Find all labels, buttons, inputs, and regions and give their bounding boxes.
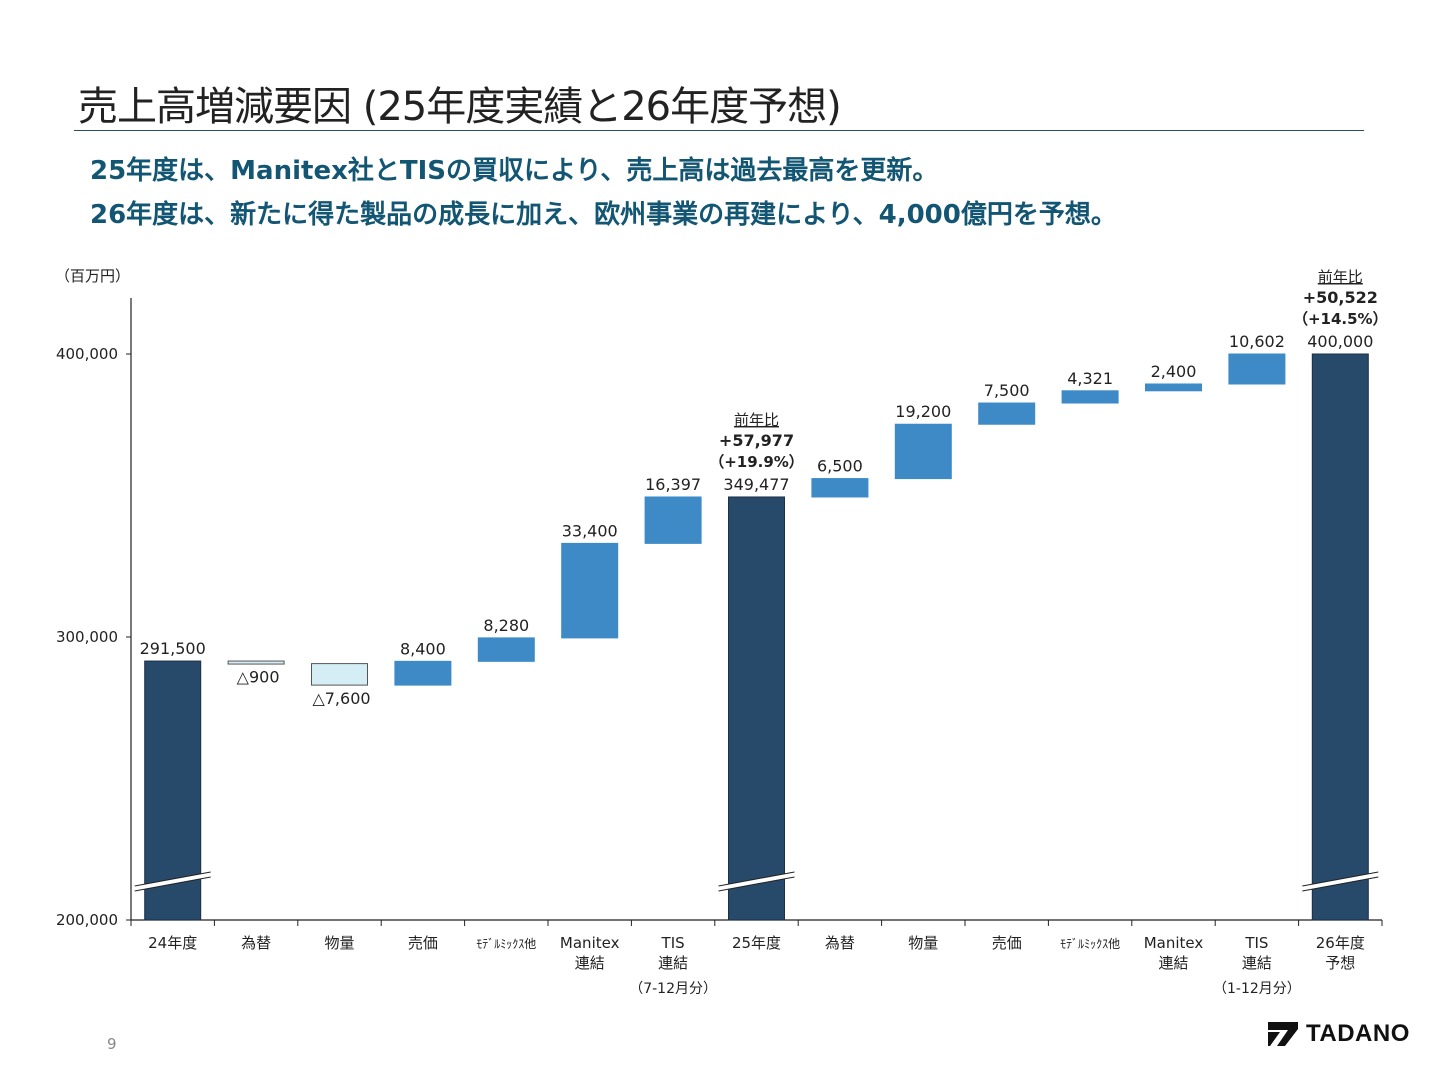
x-category-label: TIS: [661, 934, 685, 952]
bar-value-label: 7,500: [984, 381, 1030, 400]
x-category-label: 売価: [992, 934, 1022, 952]
axis-break-line: [1302, 871, 1379, 887]
bar-value-label: 16,397: [645, 475, 701, 494]
y-tick-label: 300,000: [56, 628, 118, 646]
y-tick-label: 400,000: [56, 345, 118, 363]
waterfall-bar: [728, 496, 785, 921]
x-category-label: 予想: [1325, 954, 1355, 972]
x-category-label: 25年度: [732, 934, 781, 952]
waterfall-bar: [561, 542, 619, 639]
waterfall-bar: [644, 496, 702, 544]
waterfall-bar: [978, 402, 1036, 425]
tadano-logo-mark-icon: [1268, 1022, 1298, 1046]
waterfall-chart: 200,000 300,000 400,000 （百万円） 291,500 24年度 △90…: [55, 267, 1388, 997]
x-category-label: 連結: [575, 954, 605, 972]
y-tick-label: 200,000: [56, 911, 118, 929]
waterfall-bar: [1228, 353, 1286, 385]
waterfall-bar: [894, 423, 952, 480]
bar-value-label: 19,200: [895, 402, 951, 421]
bar-value-label: 10,602: [1229, 332, 1285, 351]
title-divider: [74, 130, 1364, 131]
bar-value-label: 291,500: [140, 639, 206, 658]
bar-value-label: 400,000: [1307, 332, 1373, 351]
bar-value-label: 349,477: [723, 475, 789, 494]
headline-fy26: 26年度は、新たに得た製品の成長に加え、欧州事業の再建により、4,000億円を予…: [90, 200, 1117, 230]
x-category-note: （1-12月分）: [1213, 981, 1301, 997]
x-category-label: 24年度: [148, 934, 197, 952]
yoy-difference: +57,977: [719, 431, 794, 450]
axis-break-gap: [718, 872, 795, 891]
waterfall-bar: [1311, 353, 1369, 921]
waterfall-bar: [477, 637, 535, 662]
x-category-label: 連結: [658, 954, 688, 972]
waterfall-bar: [227, 660, 285, 665]
tadano-logo-text: TADANO: [1306, 1020, 1410, 1047]
page-title: 売上高増減要因 (25年度実績と26年度予想): [78, 84, 842, 130]
yoy-percentage: （+19.9%）: [709, 453, 804, 471]
x-category-label: 連結: [1242, 954, 1272, 972]
x-category-label: TIS: [1244, 934, 1268, 952]
headline-fy25: 25年度は、Manitex社とTISの買収により、売上高は過去最高を更新。: [90, 156, 939, 186]
bar-value-label: 8,400: [400, 639, 446, 658]
x-category-label: 為替: [825, 934, 855, 952]
bar-value-label: 6,500: [817, 457, 863, 476]
x-category-label: 物量: [908, 934, 938, 952]
axis-break-line: [134, 876, 211, 892]
waterfall-bar: [811, 478, 869, 498]
yoy-heading: 前年比: [734, 411, 779, 429]
waterfall-bar: [394, 660, 452, 686]
axis-break-gap: [1302, 872, 1379, 891]
yoy-percentage: （+14.5%）: [1293, 310, 1388, 328]
bar-value-label: 33,400: [562, 521, 618, 540]
x-category-note: （7-12月分）: [629, 981, 717, 997]
axis-break-line: [718, 876, 795, 892]
page-number: 9: [107, 1035, 117, 1053]
waterfall-bar: [1061, 390, 1119, 404]
axis-break-line: [718, 871, 795, 887]
bar-value-label: 2,400: [1151, 362, 1197, 381]
x-category-label: 物量: [324, 934, 354, 952]
x-category-label: ﾓﾃﾞﾙﾐｯｸｽ他: [1060, 937, 1120, 951]
x-category-label: 26年度: [1316, 934, 1365, 952]
x-category-label: 売価: [408, 934, 438, 952]
x-category-label: 為替: [241, 934, 271, 952]
x-category-label: ﾓﾃﾞﾙﾐｯｸｽ他: [476, 937, 536, 951]
y-axis-unit-label: （百万円）: [55, 267, 130, 285]
bar-value-label: △7,600: [312, 689, 370, 708]
waterfall-bar: [1145, 383, 1202, 392]
tadano-logo: TADANO: [1268, 1020, 1410, 1048]
bar-value-label: △900: [237, 668, 280, 687]
waterfall-bar: [311, 663, 368, 686]
axis-break-gap: [134, 872, 211, 891]
yoy-heading: 前年比: [1318, 268, 1363, 286]
x-category-label: Manitex: [1144, 934, 1204, 952]
bar-value-label: 8,280: [483, 616, 529, 635]
axis-break-line: [1302, 876, 1379, 892]
x-category-label: 連結: [1158, 954, 1188, 972]
x-category-label: Manitex: [560, 934, 620, 952]
bar-value-label: 4,321: [1067, 369, 1113, 388]
axis-break-line: [134, 871, 211, 887]
yoy-difference: +50,522: [1303, 288, 1378, 307]
